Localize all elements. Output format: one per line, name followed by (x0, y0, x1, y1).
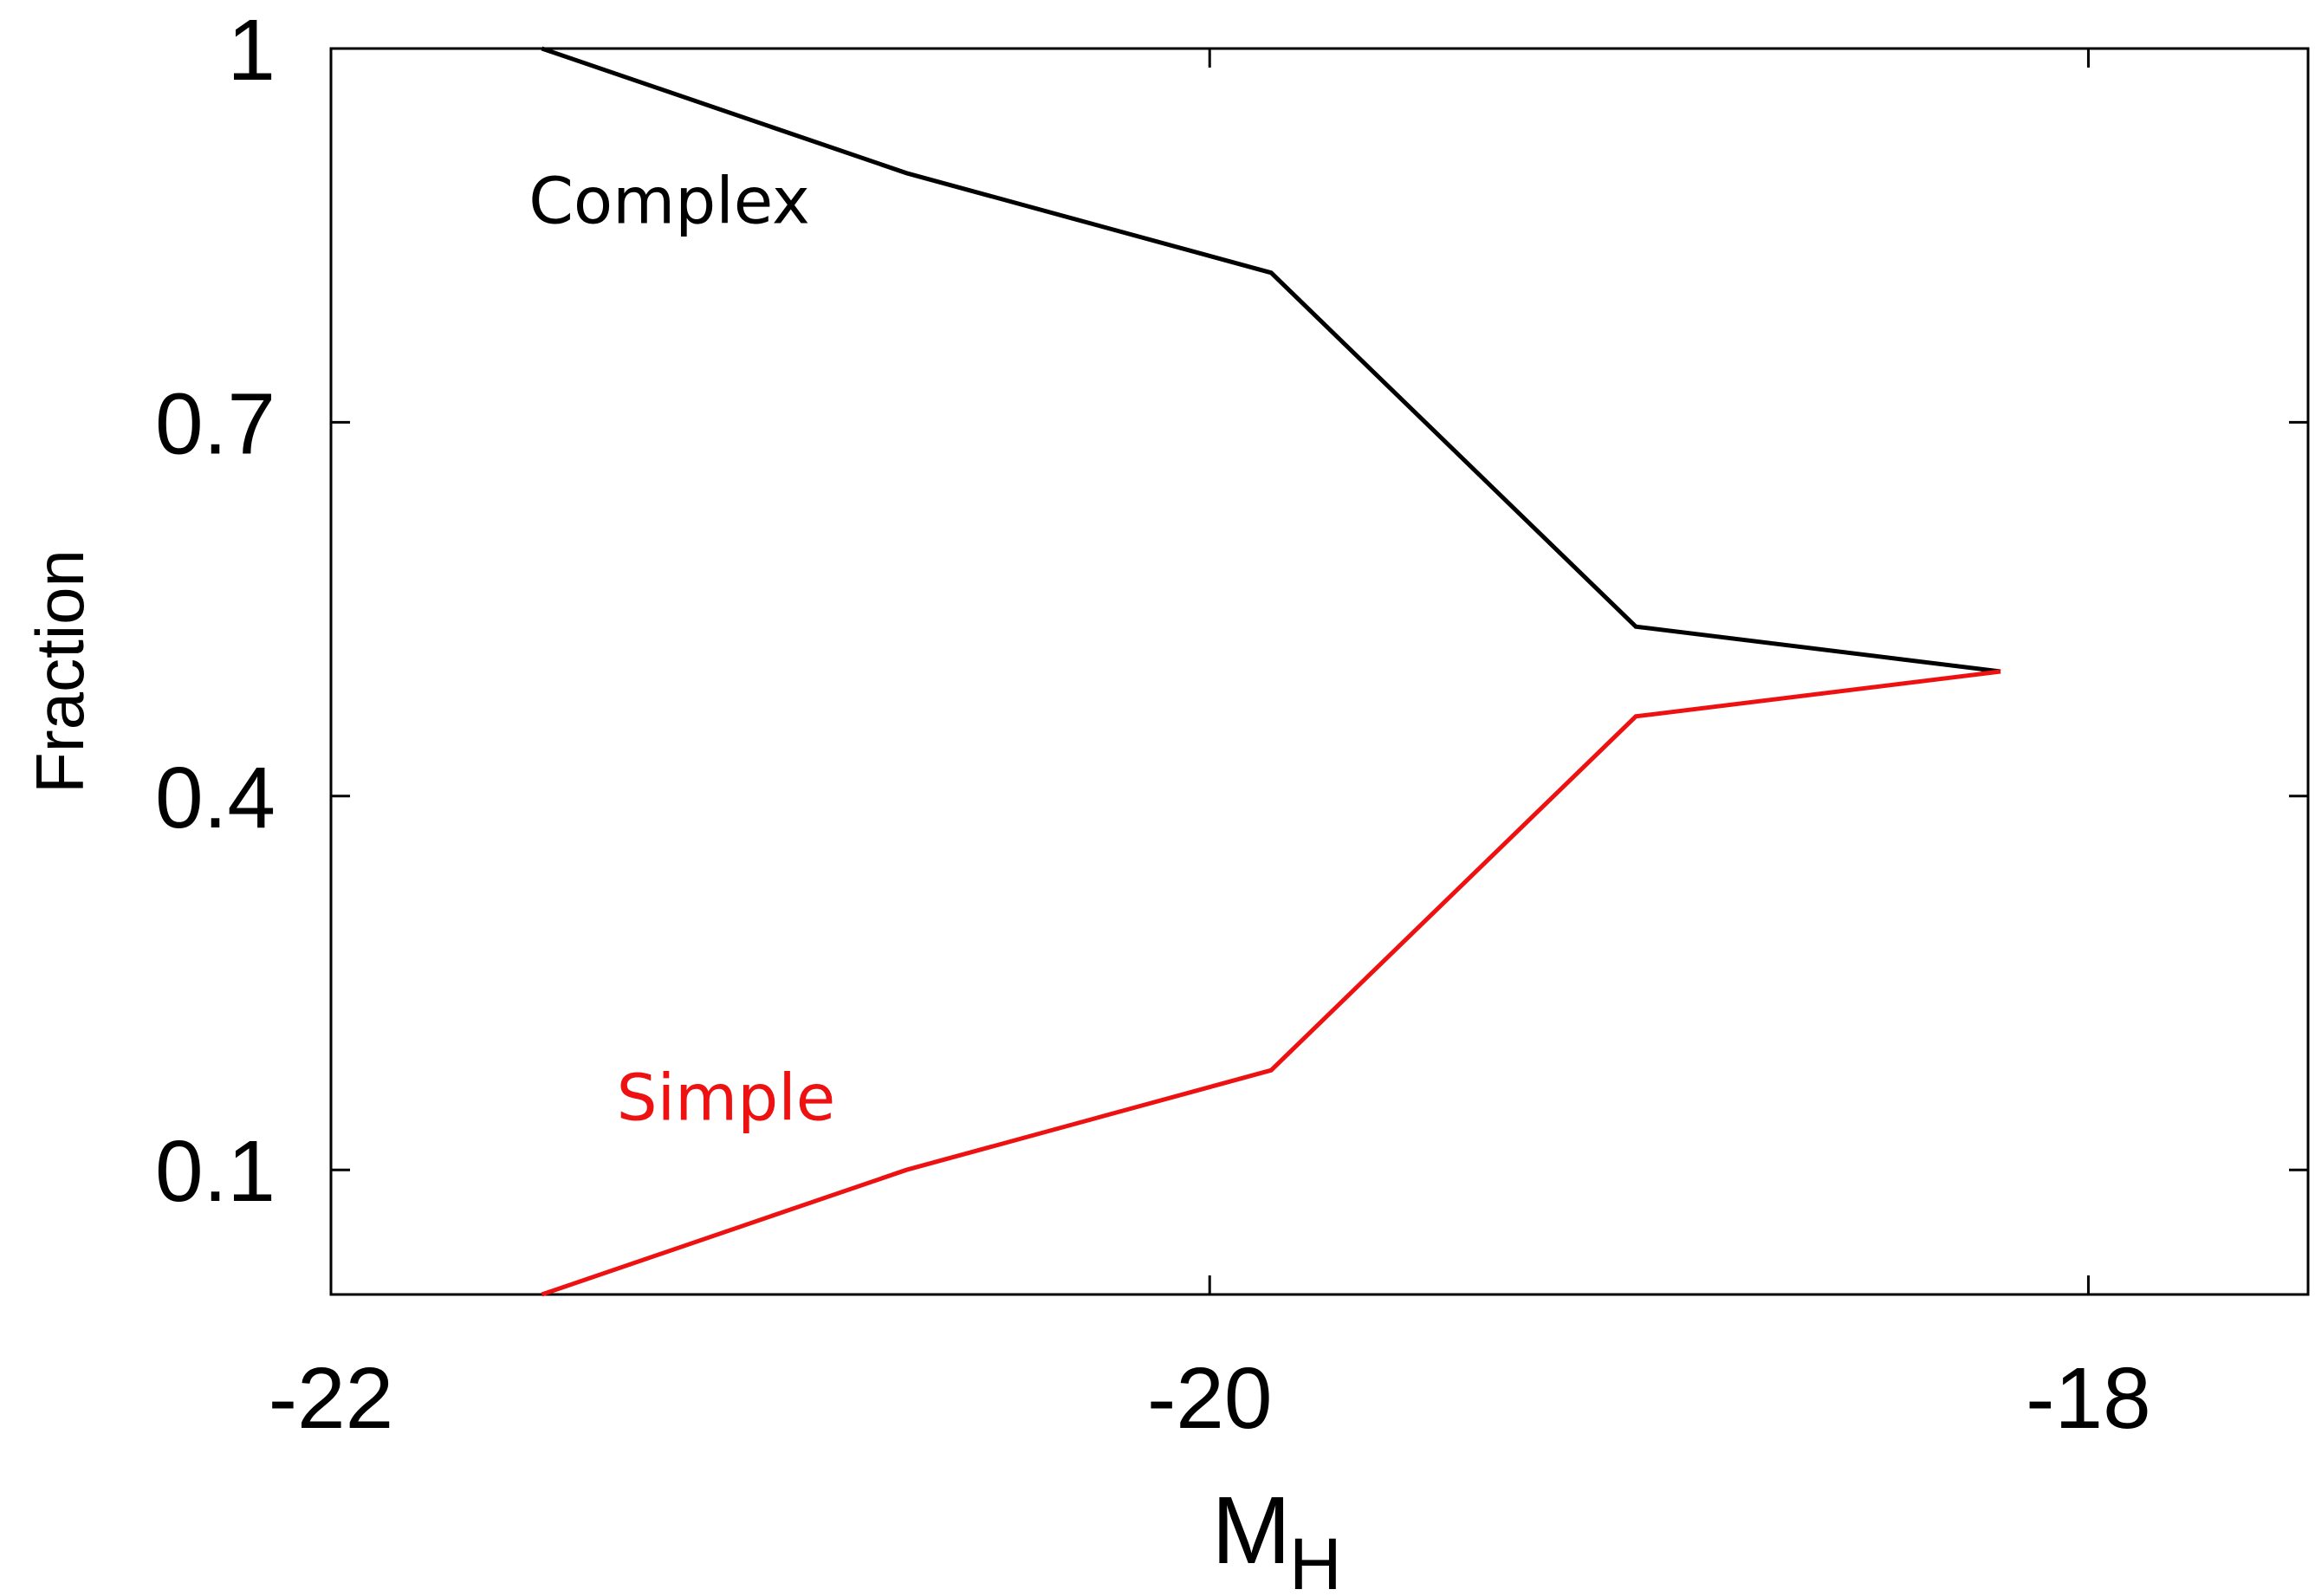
axis-ticks (329, 47, 2308, 1294)
x-tick-label: -22 (269, 1350, 394, 1447)
y-tick-label: 0.1 (155, 1123, 276, 1220)
annotations: Complex Simple (528, 164, 835, 1135)
y-tick-label: 1 (227, 2, 276, 99)
series-lines (541, 46, 2001, 1297)
y-tick-label: 0.4 (155, 749, 276, 847)
x-axis-label-main: M (1211, 1477, 1291, 1584)
x-axis-label: M (1211, 1477, 1291, 1584)
plot-frame (329, 47, 2310, 1296)
x-tick-label: -20 (1147, 1350, 1273, 1447)
tick-labels: -22 -20 -18 0.1 0.4 0.7 1 (155, 2, 2151, 1447)
x-tick-label: -18 (2026, 1350, 2151, 1447)
y-tick-label: 0.7 (155, 375, 276, 472)
y-axis-label: Fraction (22, 549, 98, 794)
annotation-complex: Complex (528, 164, 810, 238)
x-axis-label-subscript: H (1289, 1523, 1342, 1596)
series-line-complex (541, 46, 2001, 674)
annotation-simple: Simple (617, 1061, 836, 1136)
series-line-simple (541, 669, 2001, 1297)
